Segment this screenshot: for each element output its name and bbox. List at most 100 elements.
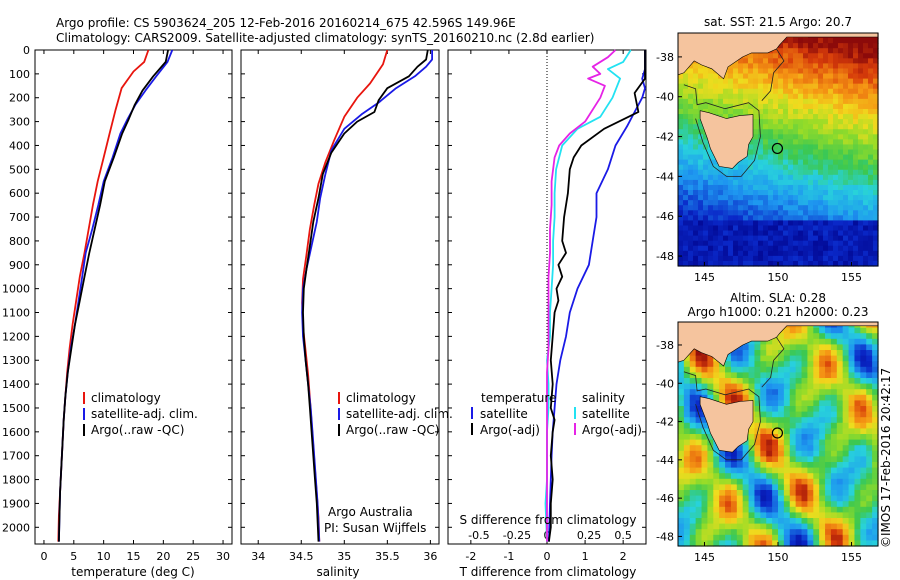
- heatmap-cell: [725, 501, 732, 508]
- heatmap-cell: [783, 456, 791, 463]
- heatmap-cell: [813, 93, 819, 100]
- heatmap-cell: [678, 179, 684, 186]
- heatmap-cell: [798, 159, 804, 166]
- heatmap-cell: [778, 372, 785, 379]
- heatmap-cell: [863, 119, 869, 125]
- heatmap-cell: [803, 220, 809, 227]
- heatmap-cell: [758, 245, 764, 252]
- heatmap-cell: [807, 495, 814, 502]
- heatmap-cell: [836, 484, 844, 491]
- heatmap-cell: [793, 114, 799, 120]
- series-line-argo---raw--qc-: [58, 49, 169, 542]
- heatmap-cell: [701, 450, 709, 457]
- heatmap-cell: [853, 144, 859, 151]
- heatmap-cell: [863, 184, 869, 191]
- heatmap-cell: [801, 355, 809, 362]
- heatmap-cell: [683, 159, 689, 166]
- heatmap-cell: [872, 350, 879, 357]
- heatmap-cell: [728, 68, 734, 75]
- heatmap-cell: [823, 53, 829, 59]
- heatmap-cell: [713, 506, 720, 513]
- heatmap-cell: [860, 422, 867, 429]
- heatmap-cell: [788, 210, 794, 216]
- heatmap-cell: [707, 540, 714, 547]
- heatmap-cell: [825, 512, 832, 519]
- heatmap-cell: [813, 456, 820, 463]
- heatmap-cell: [725, 529, 732, 536]
- heatmap-cell: [763, 119, 769, 125]
- heatmap-cell: [743, 210, 749, 216]
- heatmap-cell: [818, 63, 824, 70]
- heatmap-cell: [854, 417, 861, 424]
- heatmap-cell: [808, 108, 814, 115]
- heatmap-cell: [842, 506, 850, 513]
- heatmap-cell: [863, 78, 869, 85]
- heatmap-cell: [795, 534, 803, 541]
- heatmap-cell: [866, 490, 873, 497]
- heatmap-cell: [868, 250, 874, 257]
- heatmap-cell: [742, 529, 750, 536]
- heatmap-cell: [772, 484, 779, 491]
- heatmap-cell: [828, 53, 834, 59]
- heatmap-cell: [843, 200, 849, 206]
- heatmap-cell: [868, 154, 874, 161]
- heatmap-cell: [758, 139, 764, 146]
- heatmap-cell: [678, 103, 684, 110]
- heatmap-cell: [733, 73, 739, 80]
- heatmap-cell: [725, 484, 732, 491]
- heatmap-cell: [860, 462, 867, 469]
- heatmap-cell: [854, 540, 861, 547]
- heatmap-cell: [842, 417, 850, 424]
- heatmap-cell: [858, 124, 864, 130]
- heatmap-cell: [795, 333, 803, 340]
- heatmap-cell: [828, 88, 834, 95]
- heatmap-cell: [843, 230, 849, 237]
- heatmap-cell: [836, 478, 844, 485]
- heatmap-cell: [808, 149, 814, 156]
- heatmap-cell: [783, 169, 789, 176]
- heatmap-cell: [719, 501, 726, 508]
- heatmap-cell: [853, 195, 859, 201]
- heatmap-cell: [778, 490, 785, 497]
- heatmap-cell: [795, 372, 803, 379]
- heatmap-cell: [838, 215, 844, 222]
- heatmap-cell: [683, 372, 691, 379]
- heatmap-cell: [695, 372, 703, 379]
- heatmap-cell: [703, 169, 709, 176]
- heatmap-cell: [813, 103, 819, 110]
- heatmap-cell: [830, 372, 838, 379]
- lat-tick-label: -42: [656, 416, 674, 429]
- heatmap-cell: [718, 260, 724, 267]
- heatmap-cell: [858, 78, 864, 85]
- heatmap-cell: [763, 129, 769, 135]
- heatmap-cell: [848, 473, 856, 480]
- heatmap-cell: [753, 144, 759, 151]
- heatmap-cell: [866, 389, 873, 396]
- heatmap-cell: [778, 400, 785, 407]
- heatmap-cell: [848, 190, 854, 196]
- heatmap-cell: [754, 422, 761, 429]
- heatmap-cell: [788, 144, 794, 151]
- heatmap-cell: [708, 225, 714, 232]
- heatmap-cell: [698, 154, 704, 161]
- heatmap-cell: [719, 467, 726, 474]
- heatmap-cell: [693, 205, 699, 211]
- heatmap-cell: [772, 383, 779, 390]
- heatmap-cell: [689, 462, 697, 469]
- heatmap-cell: [813, 154, 819, 161]
- heatmap-cell: [873, 53, 879, 59]
- heatmap-cell: [778, 48, 784, 54]
- heatmap-cell: [772, 394, 779, 401]
- heatmap-cell: [725, 400, 732, 407]
- heatmap-cell: [773, 124, 779, 130]
- heatmap-cell: [813, 378, 820, 385]
- heatmap-cell: [818, 103, 824, 110]
- heatmap-cell: [713, 240, 719, 247]
- heatmap-cell: [733, 225, 739, 232]
- heatmap-cell: [738, 169, 744, 176]
- heatmap-cell: [813, 372, 820, 379]
- heatmap-cell: [836, 355, 844, 362]
- heatmap-cell: [854, 456, 861, 463]
- heatmap-cell: [858, 164, 864, 171]
- heatmap-cell: [828, 260, 834, 267]
